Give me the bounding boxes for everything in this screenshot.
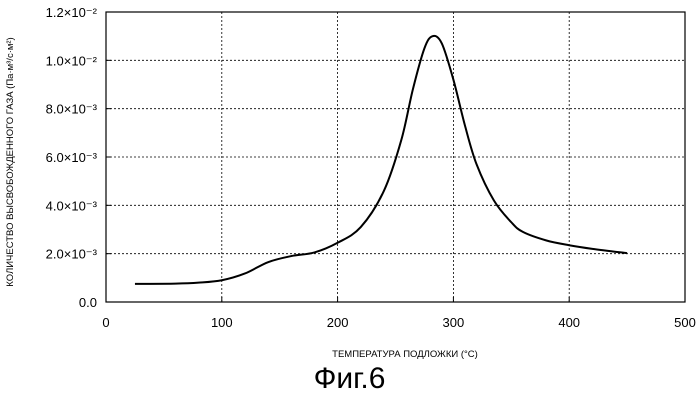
x-tick-label: 100 [211, 315, 233, 330]
x-tick-label: 400 [558, 315, 580, 330]
series-line [135, 36, 627, 284]
x-tick-label: 300 [443, 315, 465, 330]
y-tick-label: 2.0×10⁻³ [46, 247, 98, 262]
figure-caption: Фиг.6 [0, 362, 699, 396]
y-axis-title: КОЛИЧЕСТВО ВЫСВОБОЖДЕННОГО ГАЗА (Па·м³/с… [5, 37, 16, 286]
y-tick-label: 8.0×10⁻³ [46, 102, 98, 117]
x-tick-label: 200 [327, 315, 349, 330]
y-tick-label: 1.0×10⁻² [46, 53, 98, 68]
x-axis-title: ТЕМПЕРАТУРА ПОДЛОЖКИ (°C) [332, 349, 478, 360]
y-tick-label: 4.0×10⁻³ [46, 198, 98, 213]
y-tick-label: 6.0×10⁻³ [46, 150, 98, 165]
y-tick-label: 0.0 [79, 295, 97, 310]
x-tick-label: 0 [102, 315, 109, 330]
data-series [135, 36, 627, 284]
x-tick-label: 500 [674, 315, 696, 330]
tick-labels: 0 100 200 300 400 500 0.0 2.0×10⁻³ 4.0×10⁻³ 6.0×1… [46, 5, 696, 330]
y-tick-label: 1.2×10⁻² [46, 5, 98, 20]
